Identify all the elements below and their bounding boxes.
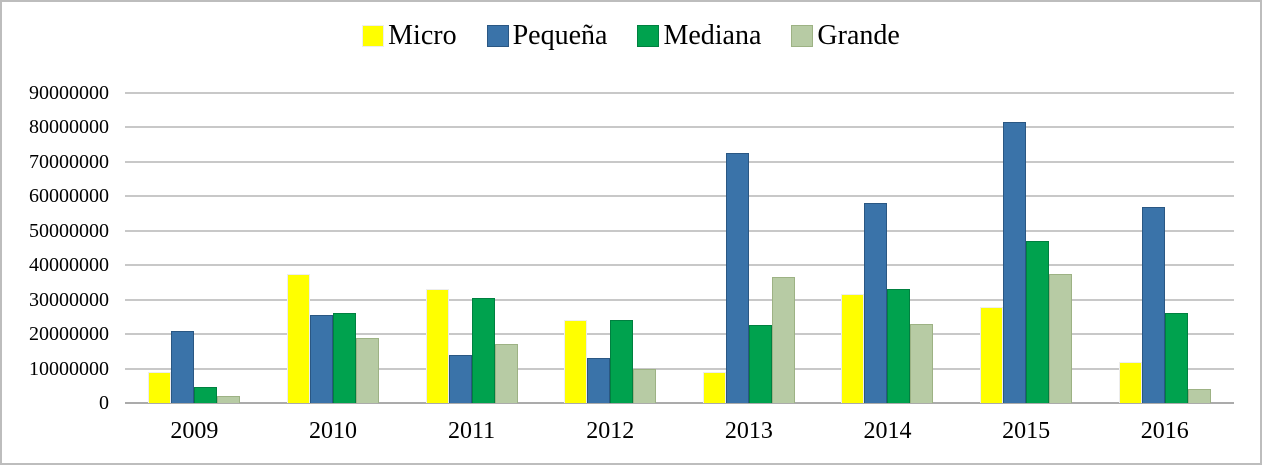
bar-micro-2012	[564, 320, 588, 403]
bar-micro-2014	[841, 294, 865, 403]
bar-mediana-2016	[1164, 313, 1188, 403]
bar-group-2010	[264, 93, 403, 403]
legend-label-micro: Micro	[388, 20, 457, 51]
bar-micro-2013	[702, 372, 726, 403]
bar-group-2009	[125, 93, 264, 403]
bar-mediana-2009	[194, 387, 218, 403]
x-axis-label-2010: 2010	[308, 418, 357, 444]
bar-grande-2011	[494, 344, 518, 403]
x-axis-label-2011: 2011	[448, 418, 496, 444]
bar-group-2015	[957, 93, 1096, 403]
gridline	[125, 333, 1234, 336]
y-axis-label: 10000000	[29, 357, 109, 380]
x-axis-label-2015: 2015	[1002, 418, 1051, 444]
bar-grande-2012	[633, 369, 657, 403]
bar-pequena-2010	[309, 315, 333, 403]
x-axis-label-2013: 2013	[724, 418, 773, 444]
bar-group-2016	[1095, 93, 1234, 403]
gridline	[125, 229, 1234, 232]
bar-grande-2015	[1049, 274, 1073, 403]
x-axis-label-2012: 2012	[586, 418, 635, 444]
bar-grande-2009	[217, 396, 241, 403]
legend-item-mediana: Mediana	[637, 22, 761, 50]
y-axis-label: 30000000	[29, 288, 109, 311]
legend-label-pequena: Pequeña	[512, 20, 608, 51]
x-axis-line	[125, 402, 1234, 404]
bar-pequena-2016	[1141, 207, 1165, 403]
legend-item-pequena: Pequeña	[486, 20, 608, 51]
x-axis-label-2014: 2014	[863, 418, 912, 444]
bar-pequena-2011	[448, 355, 472, 403]
x-axis-label-2009: 2009	[170, 418, 219, 444]
bar-grande-2010	[355, 338, 379, 403]
bar-group-2013	[680, 93, 819, 403]
gridline	[125, 264, 1234, 267]
y-axis-label: 50000000	[29, 219, 109, 242]
bar-micro-2011	[425, 289, 449, 403]
legend-swatch-grande	[791, 25, 814, 47]
legend-label-mediana: Mediana	[663, 20, 762, 51]
bar-micro-2016	[1118, 362, 1142, 403]
bar-group-2011	[402, 93, 541, 403]
y-axis-label: 20000000	[29, 323, 109, 346]
plot-area	[125, 93, 1234, 403]
bar-grande-2016	[1187, 389, 1211, 403]
bar-mediana-2014	[887, 289, 911, 403]
gridline	[125, 126, 1234, 129]
legend-label-grande: Grande	[817, 20, 900, 51]
bar-pequena-2013	[725, 153, 749, 403]
bar-mediana-2010	[332, 313, 356, 403]
gridline	[125, 92, 1234, 94]
bar-pequena-2009	[171, 331, 195, 403]
bar-micro-2010	[286, 274, 310, 403]
bar-micro-2009	[148, 372, 172, 403]
gridline	[125, 298, 1234, 301]
bar-group-2014	[818, 93, 957, 403]
legend-swatch-micro	[362, 25, 385, 47]
bar-mediana-2011	[471, 298, 495, 403]
gridline	[125, 160, 1234, 163]
bar-group-2012	[541, 93, 680, 403]
bar-micro-2015	[980, 307, 1004, 403]
bar-mediana-2015	[1026, 241, 1050, 403]
chart-legend: Micro Pequeña Mediana Grande	[2, 16, 1260, 56]
y-axis-label: 0	[99, 392, 109, 414]
bar-pequena-2012	[587, 358, 611, 403]
legend-item-grande: Grande	[791, 20, 900, 51]
bar-pequena-2015	[1003, 122, 1027, 403]
y-axis-label: 80000000	[29, 116, 109, 139]
bar-pequena-2014	[864, 203, 888, 403]
x-axis-label-2016: 2016	[1140, 418, 1189, 444]
y-axis-label: 90000000	[29, 82, 109, 104]
y-axis-label: 60000000	[29, 185, 109, 208]
legend-swatch-mediana	[637, 25, 660, 47]
x-axis: 2009 2010 2011 2012 2013 2014 2015 2016	[125, 416, 1234, 446]
bar-grande-2014	[910, 324, 934, 403]
bar-mediana-2012	[610, 320, 634, 403]
gridline	[125, 195, 1234, 198]
y-axis-label: 70000000	[29, 150, 109, 173]
y-axis-label: 40000000	[29, 254, 109, 277]
bar-mediana-2013	[748, 325, 772, 403]
legend-item-micro: Micro	[362, 20, 457, 51]
gridline	[125, 367, 1234, 370]
legend-swatch-pequena	[486, 25, 509, 47]
bar-grande-2013	[771, 277, 795, 403]
